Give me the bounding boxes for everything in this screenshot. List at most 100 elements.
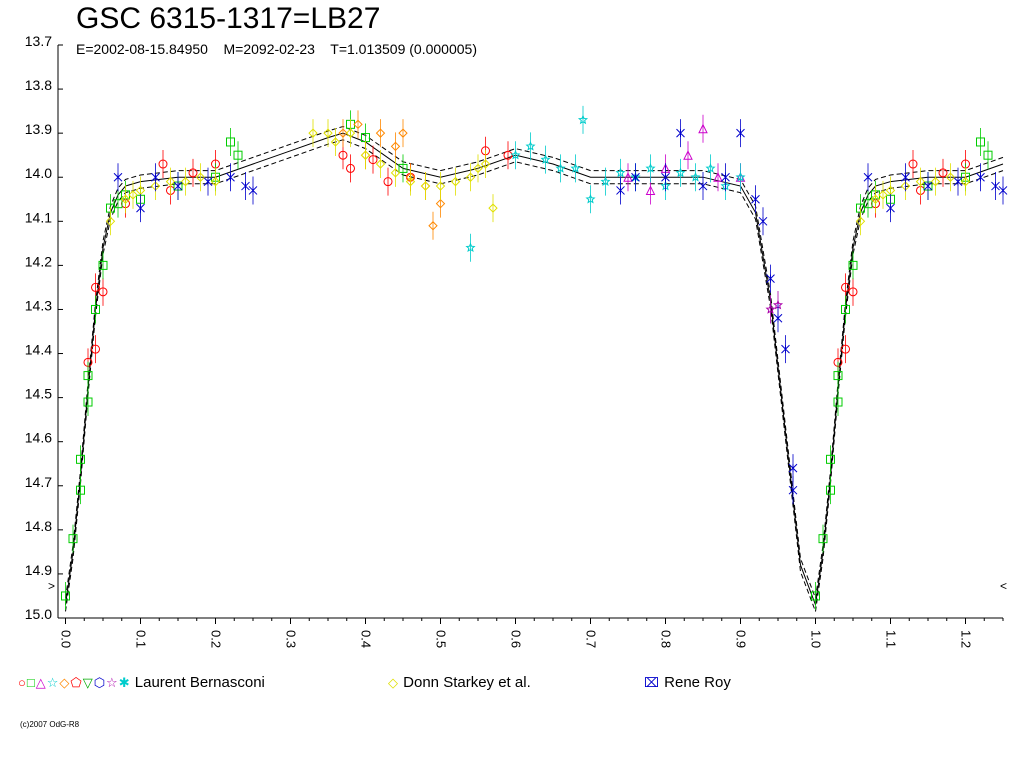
legend-item: ◇ Donn Starkey et al. [388,674,531,691]
point-marker [420,181,431,191]
point-marker [570,163,581,173]
point-marker [188,168,198,178]
point-marker [781,344,790,354]
point-marker [751,194,760,204]
chart-title: GSC 6315-1317=LB27 [76,2,381,35]
x-tick-label: 0.7 [584,630,599,648]
point-marker [165,176,176,187]
model-curve-lower [65,139,1004,612]
point-marker [998,186,1008,195]
point-marker [645,163,656,173]
point-marker [848,260,858,270]
chart-subtitle: E=2002-08-15.84950 M=2092-02-23 T=1.0135… [76,41,477,57]
point-marker [226,137,235,147]
point-marker [91,282,100,292]
point-marker [375,159,386,169]
point-marker [120,194,131,204]
point-marker [938,168,948,178]
point-marker [855,216,866,227]
legend-symbols: ◇ [388,675,399,690]
point-marker [811,591,820,601]
point-marker [848,287,858,297]
point-marker [945,172,956,182]
point-marker [428,221,438,231]
x-tick-label: 1.0 [809,630,824,648]
series-group [338,110,446,240]
y-tick-label: 14.2 [25,253,52,269]
point-marker [878,190,888,200]
point-marker [180,176,191,187]
point-marker [473,163,483,174]
point-marker [991,181,1000,191]
point-marker [953,177,963,186]
point-marker [503,150,513,160]
point-marker [91,304,100,314]
point-marker [577,114,589,125]
point-marker [863,172,873,182]
point-marker [248,186,258,195]
point-marker [128,190,138,200]
point-marker [338,128,348,138]
point-marker [346,163,355,173]
x-tick-label: 1.1 [884,630,899,648]
legend-symbol: ◇ [388,675,399,690]
point-marker [540,154,551,164]
point-marker [525,141,536,151]
point-marker [705,163,716,173]
point-marker [923,181,933,191]
legend-symbol: ⌧ [644,675,660,690]
point-marker [818,534,828,544]
point-marker [465,242,476,253]
point-marker [375,128,386,138]
legend-symbol: □ [26,675,36,690]
point-marker [368,155,378,165]
point-marker [765,304,776,314]
legend-symbol: ○ [18,675,27,690]
legend-symbol: ⬡ [93,675,107,690]
y-tick-label: 13.8 [25,77,52,93]
point-marker [976,137,985,147]
point-marker [841,344,850,354]
point-marker [383,177,393,187]
y-tick-label: 14.4 [25,342,52,358]
series-group [105,119,971,236]
right-edge-marker: < [1000,579,1007,593]
point-marker [833,371,843,381]
y-tick-label: 14.1 [25,209,52,225]
point-marker [91,344,100,354]
x-tick-label: 1.2 [959,630,974,648]
point-marker [241,181,250,191]
x-tick-label: 0.3 [284,630,299,648]
point-marker [983,150,993,160]
point-marker [631,172,640,182]
data-points [61,105,1008,610]
point-marker [61,591,70,601]
point-marker [616,186,625,195]
point-marker [76,454,85,464]
y-tick-label: 14.7 [25,474,52,490]
point-marker [203,177,213,186]
point-marker [510,149,521,160]
x-tick-label: 0.2 [209,630,224,648]
point-marker [675,167,686,178]
legend-item: ⌧ Rene Roy [644,674,731,691]
point-marker [788,463,798,473]
point-marker [623,172,633,182]
point-marker [488,203,498,213]
point-marker [585,194,596,204]
x-tick-label: 0.5 [434,630,449,648]
series-group [623,114,746,205]
series-group [61,110,993,610]
point-marker [615,167,626,178]
y-tick-label: 14.5 [25,386,52,402]
y-tick-label: 14.9 [25,562,52,578]
point-marker [480,159,491,169]
point-marker [136,203,145,213]
point-marker [976,172,985,182]
point-marker [766,274,775,283]
point-marker [338,150,348,160]
legend-item: ○□△☆◇⬠▽⬡☆✱ Laurent Bernasconi [18,674,265,691]
point-marker [758,216,768,226]
point-marker [908,159,918,169]
point-marker [173,181,183,191]
